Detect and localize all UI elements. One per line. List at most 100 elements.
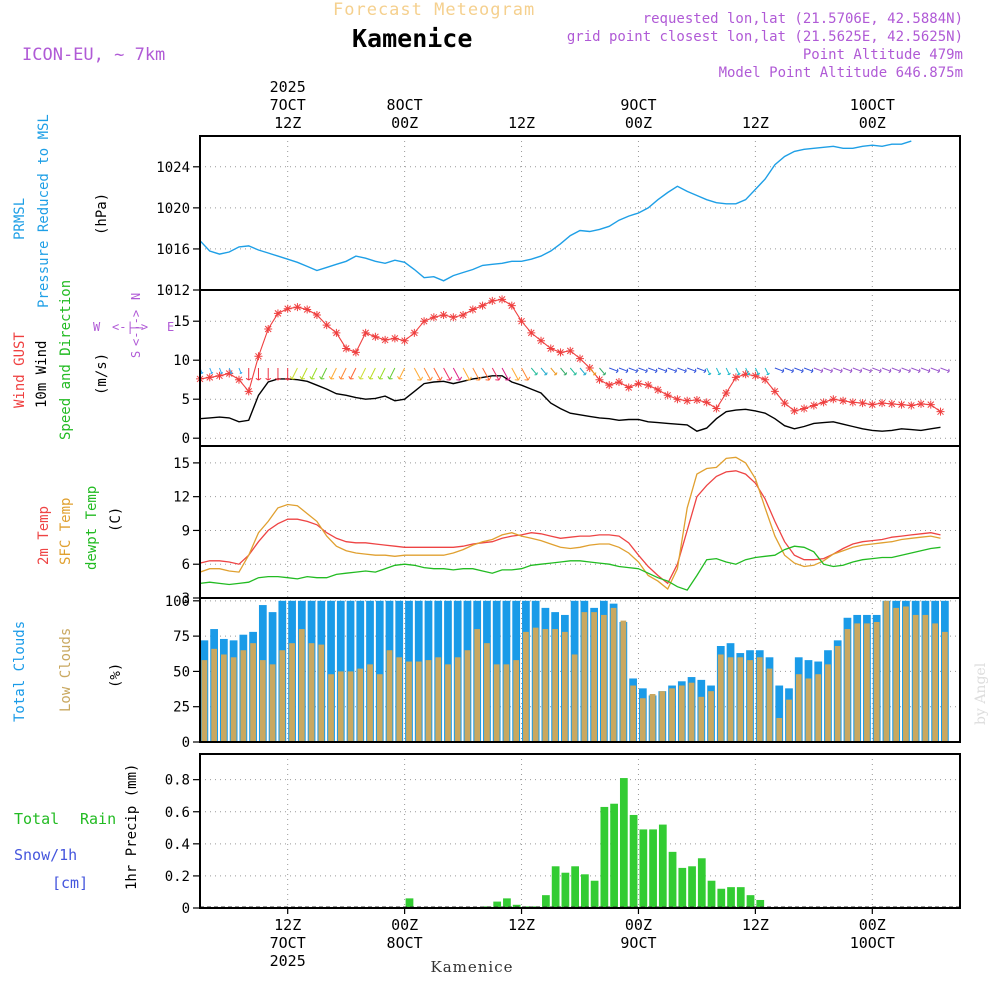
wind-direction-arrow [579, 367, 587, 376]
wind-direction-arrow [940, 367, 950, 374]
wind-direction-arrow [245, 368, 252, 381]
top-time-label: 12Z [274, 114, 301, 132]
wind-direction-arrow [657, 367, 668, 374]
gust-marker [537, 336, 546, 345]
compass-south: S [129, 351, 143, 358]
total-cloud-bar [375, 600, 384, 742]
pressure-line [199, 140, 912, 282]
gust-marker [800, 404, 809, 413]
gust-marker [439, 310, 448, 319]
gust-marker [702, 398, 711, 407]
wind-direction-arrow [275, 368, 281, 381]
precipitation-ytick-label: 0 [182, 901, 190, 917]
wind-direction-arrow [803, 367, 814, 374]
top-time-label: 10OCT [850, 96, 895, 114]
gust-marker [712, 404, 721, 413]
wind-direction-arrow [299, 367, 308, 380]
precipitation-ytick-label: 0.8 [165, 773, 190, 789]
low-cloud-bar [600, 614, 607, 742]
gust-marker [546, 344, 555, 353]
wind-direction-arrow [367, 367, 376, 380]
wind-panel: 0 5 10 15 [173, 290, 960, 447]
bottom-time-label: 00Z [391, 916, 418, 934]
wind-direction-arrow [667, 367, 677, 374]
gust-marker [244, 387, 253, 396]
wind-direction-arrow [901, 367, 911, 374]
rain-bar [678, 867, 687, 908]
wind-direction-arrow [774, 367, 785, 374]
wind-direction-arrow [618, 367, 629, 374]
low-cloud-bar [337, 671, 344, 742]
cloud-unit-label: (%) [108, 663, 124, 688]
rain-bar [727, 887, 735, 908]
low-cloud-bar [912, 614, 919, 742]
gust-marker [897, 400, 906, 409]
gust-marker [371, 332, 380, 341]
wind-direction-arrow [677, 367, 687, 374]
precip-frame [199, 753, 961, 909]
low-cloud-bar [786, 699, 792, 742]
wind-direction-arrow [589, 367, 597, 376]
clouds-ytick-label: 0 [182, 735, 190, 751]
gust-marker [429, 313, 438, 322]
wind-direction-arrow [784, 367, 794, 374]
gust-marker [205, 373, 214, 382]
pressure-panel-labels: PRMSL Pressure Reduced to MSL (hPa) [12, 114, 110, 308]
bottom-time-label: 00Z [625, 916, 652, 934]
gust-marker [644, 381, 653, 390]
total-cloud-bar [327, 600, 335, 742]
gust-marker [936, 407, 945, 416]
pressure-ytick-label: 1012 [156, 283, 190, 299]
gust-marker [410, 328, 419, 337]
wind-direction-arrow [911, 367, 921, 374]
low-cloud-bar [630, 685, 636, 742]
wind-direction-arrow [284, 368, 291, 381]
wind-direction-arrow [599, 367, 607, 376]
bottom-time-label: 9OCT [620, 934, 656, 952]
wind-direction-arrow [560, 367, 568, 376]
wind-direction-arrow [842, 367, 853, 374]
low-cloud-bar [620, 620, 627, 742]
low-cloud-bar [435, 657, 442, 742]
low-cloud-bar [610, 607, 617, 742]
wind-direction-arrow [930, 367, 941, 374]
top-time-label: 00Z [625, 114, 652, 132]
wind-direction-arrow [813, 367, 824, 374]
top-time-label: 8OCT [387, 96, 423, 114]
wind-direction-arrow [433, 367, 443, 381]
gust-marker [312, 310, 321, 319]
gust-marker [683, 396, 692, 405]
wind-direction-arrow [521, 367, 531, 381]
low-cloud-bar [795, 674, 802, 742]
rain-bar [668, 851, 677, 908]
wind-direction-arrow [823, 367, 833, 374]
wind-direction-arrow [862, 367, 872, 374]
low-cloud-bar [503, 664, 510, 742]
low-cloud-bar [805, 678, 812, 742]
low-cloud-bar [396, 657, 403, 742]
temperature-ytick-label: 15 [173, 456, 190, 472]
gust-marker [653, 385, 662, 394]
plot-layer: 1012101610201024051015369121502550751000… [156, 78, 961, 970]
compass-arrows-vertical: <-|-> [129, 310, 143, 346]
low-cloud-bar [386, 650, 393, 742]
wind-direction-arrow [472, 367, 482, 381]
gust-marker [225, 369, 234, 378]
precipitation-panel: 0 0.2 0.4 0.6 0.8 [165, 754, 960, 917]
gust-marker [322, 321, 331, 330]
rain-bar [629, 814, 638, 908]
gust-marker [566, 346, 575, 355]
compass-arrows: <-|-> [112, 320, 148, 334]
low-cloud-bar [513, 660, 520, 742]
wind-direction-arrow [309, 367, 318, 380]
low-cloud-bar [484, 643, 490, 742]
wind-direction-arrow [891, 367, 902, 374]
temp-unit-label: (C) [108, 507, 124, 532]
low-cloud-bar [406, 661, 412, 742]
low-cloud-bar [493, 664, 500, 742]
low-cloud-bar [523, 631, 529, 742]
low-cloud-bar [766, 668, 773, 742]
low-cloud-bar [922, 614, 929, 742]
wind-direction-arrow [423, 367, 433, 381]
